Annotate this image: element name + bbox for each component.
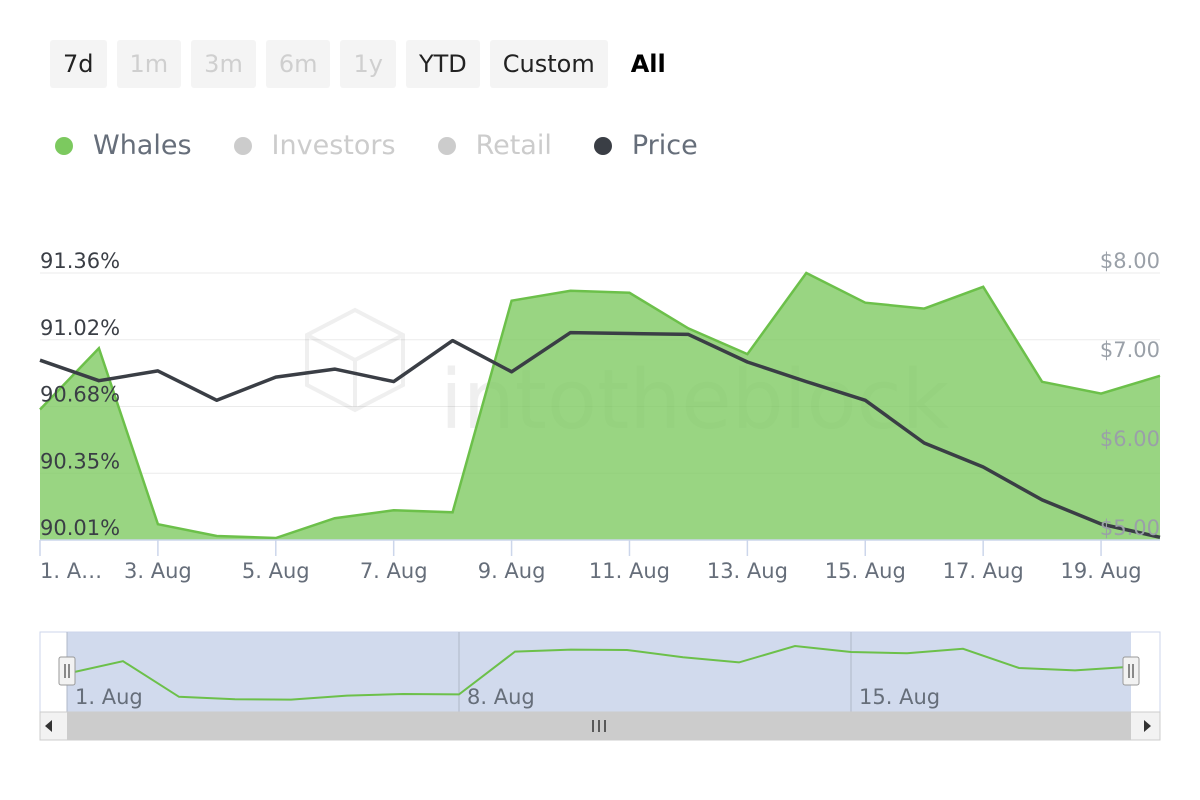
- legend-dot-icon: [233, 136, 252, 155]
- right-y-tick-label: $5.00: [1100, 516, 1160, 540]
- x-tick-label: 19. Aug: [1061, 559, 1142, 583]
- legend-label: Price: [631, 130, 698, 161]
- range-button-1y[interactable]: 1y: [340, 40, 396, 88]
- scroll-right-arrow-icon[interactable]: [1144, 720, 1151, 732]
- x-tick-label: 1. A…: [40, 559, 102, 583]
- right-y-tick-label: $6.00: [1100, 427, 1160, 451]
- navigator-right-handle[interactable]: [1122, 656, 1140, 686]
- range-button-all[interactable]: All: [630, 50, 666, 78]
- legend-dot-icon: [55, 136, 73, 155]
- legend-item-retail[interactable]: Retail: [437, 130, 552, 161]
- handle-grip-icon: [58, 656, 76, 686]
- left-y-axis: 91.36% 91.02% 90.68% 90.35% 90.01%: [40, 249, 120, 540]
- range-button-ytd[interactable]: YTD: [405, 40, 480, 88]
- right-y-axis: $8.00 $7.00 $6.00 $5.00: [1100, 249, 1160, 540]
- right-y-tick-label: $7.00: [1100, 338, 1160, 362]
- watermark-logo-icon: [305, 307, 405, 413]
- left-y-tick-label: 90.68%: [40, 383, 120, 407]
- navigator-label: 1. Aug: [75, 685, 143, 709]
- series-edge-whales: [39, 271, 1161, 540]
- series-area-whales: [40, 273, 1160, 540]
- x-tick-label: 17. Aug: [943, 559, 1024, 583]
- range-selector: 7d 1m 3m 6m 1y YTD Custom All: [50, 40, 679, 88]
- range-button-custom[interactable]: Custom: [489, 40, 608, 88]
- series-line-price: [39, 330, 1161, 540]
- x-tick-label: 11. Aug: [589, 559, 670, 583]
- plot-area: [39, 271, 1161, 540]
- x-tick-label: 9. Aug: [478, 559, 546, 583]
- navigator-series-line: [66, 644, 1132, 701]
- x-tick-label: 13. Aug: [707, 559, 788, 583]
- legend-item-price[interactable]: Price: [593, 130, 698, 161]
- scrollbar-grip-icon: [592, 720, 606, 732]
- legend-item-investors[interactable]: Investors: [233, 130, 396, 161]
- left-y-tick-label: 91.36%: [40, 249, 120, 273]
- legend-item-whales[interactable]: Whales: [55, 130, 192, 161]
- navigator[interactable]: 1. Aug 8. Aug 15. Aug: [39, 631, 1161, 713]
- legend-label: Retail: [475, 130, 552, 161]
- left-y-tick-label: 90.01%: [40, 516, 120, 540]
- handle-grip-icon: [1122, 656, 1140, 686]
- x-tick-label: 5. Aug: [242, 559, 310, 583]
- left-y-tick-label: 90.35%: [40, 449, 120, 473]
- legend-dot-icon: [437, 136, 456, 155]
- x-tick-label: 7. Aug: [360, 559, 428, 583]
- range-button-6m[interactable]: 6m: [265, 40, 331, 88]
- legend-dot-icon: [593, 136, 612, 155]
- legend-label: Investors: [271, 130, 396, 161]
- x-tick-label: 3. Aug: [124, 559, 192, 583]
- navigator-label: 8. Aug: [467, 685, 535, 709]
- right-y-tick-label: $8.00: [1100, 249, 1160, 273]
- x-tick-label: 15. Aug: [825, 559, 906, 583]
- navigator-label: 15. Aug: [859, 685, 940, 709]
- scroll-left-arrow-icon[interactable]: [45, 720, 52, 732]
- range-button-7d[interactable]: 7d: [50, 40, 107, 88]
- legend-label: Whales: [93, 130, 192, 161]
- scrollbar[interactable]: [39, 711, 1161, 741]
- range-button-1m[interactable]: 1m: [116, 40, 182, 88]
- range-button-3m[interactable]: 3m: [191, 40, 256, 88]
- legend: Whales Investors Retail Price: [55, 130, 698, 161]
- navigator-selection[interactable]: [67, 632, 1131, 712]
- x-axis: 1. A… 3. Aug 5. Aug 7. Aug 9. Aug 11. Aug 13. …: [39, 539, 1160, 583]
- navigator-left-handle[interactable]: [58, 656, 76, 686]
- left-y-tick-label: 91.02%: [40, 316, 120, 340]
